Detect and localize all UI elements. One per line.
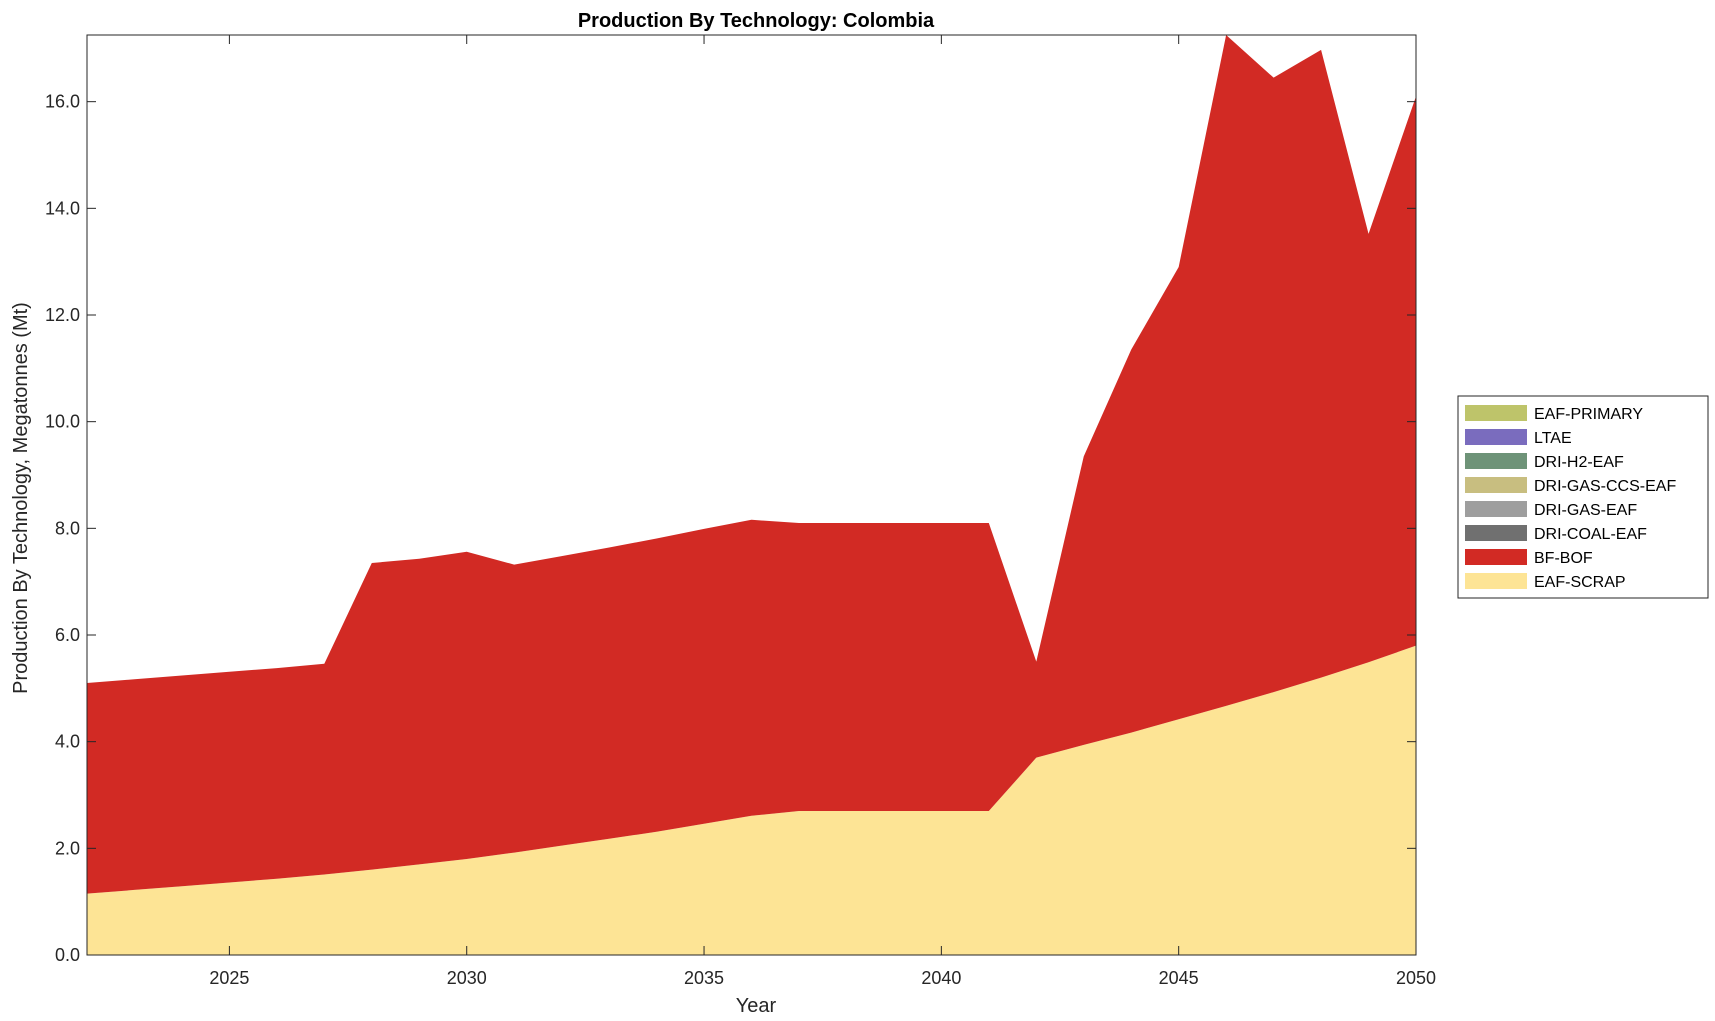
x-axis-label: Year [736, 995, 777, 1017]
y-tick-label: 12.0 [45, 305, 80, 325]
x-tick-label: 2040 [921, 968, 961, 988]
legend-swatch-ltae [1465, 429, 1527, 445]
area-bf-bof [87, 35, 1416, 894]
legend-swatch-eaf-scrap [1465, 573, 1527, 589]
legend-label-dri-coal-eaf: DRI-COAL-EAF [1534, 526, 1647, 543]
legend-label-ltae: LTAE [1534, 430, 1572, 447]
y-tick-label: 2.0 [55, 838, 80, 858]
legend-swatch-dri-coal-eaf [1465, 525, 1527, 541]
y-tick-label: 14.0 [45, 198, 80, 218]
y-axis-label: Production By Technology, Megatonnes (Mt… [10, 302, 32, 694]
chart-title: Production By Technology: Colombia [578, 10, 935, 32]
plot-frame [86, 34, 1417, 956]
x-tick-label: 2045 [1159, 968, 1199, 988]
legend-label-dri-gas-eaf: DRI-GAS-EAF [1534, 502, 1637, 519]
axis-ticks: 2025 2030 2035 2040 2045 2050 0.0 2.0 4.0 6.0 8.0 1… [45, 35, 1436, 988]
legend-swatch-dri-gas-eaf [1465, 501, 1527, 517]
y-tick-label: 10.0 [45, 412, 80, 432]
legend-label-eaf-scrap: EAF-SCRAP [1534, 574, 1626, 591]
y-tick-label: 4.0 [55, 732, 80, 752]
legend-swatch-eaf-primary [1465, 405, 1527, 421]
legend-box [1457, 395, 1709, 599]
y-tick-label: 6.0 [55, 625, 80, 645]
x-tick-label: 2030 [447, 968, 487, 988]
area-eaf-scrap [87, 645, 1416, 955]
plot-areas [87, 35, 1416, 955]
legend-label-dri-h2-eaf: DRI-H2-EAF [1534, 454, 1624, 471]
x-tick-label: 2050 [1396, 968, 1436, 988]
legend-label-bf-bof: BF-BOF [1534, 550, 1593, 567]
legend-swatch-dri-gas-ccs-eaf [1465, 477, 1527, 493]
y-tick-label: 0.0 [55, 945, 80, 965]
y-tick-label: 8.0 [55, 518, 80, 538]
x-tick-label: 2035 [684, 968, 724, 988]
legend-label-dri-gas-ccs-eaf: DRI-GAS-CCS-EAF [1534, 478, 1676, 495]
x-tick-label: 2025 [209, 968, 249, 988]
legend-swatch-bf-bof [1465, 549, 1527, 565]
legend-label-eaf-primary: EAF-PRIMARY [1534, 406, 1643, 423]
legend: EAF-PRIMARY LTAE DRI-H2-EAF DRI-GAS-CCS-EAF… [1457, 395, 1709, 599]
legend-swatch-dri-h2-eaf [1465, 453, 1527, 469]
y-tick-label: 16.0 [45, 92, 80, 112]
